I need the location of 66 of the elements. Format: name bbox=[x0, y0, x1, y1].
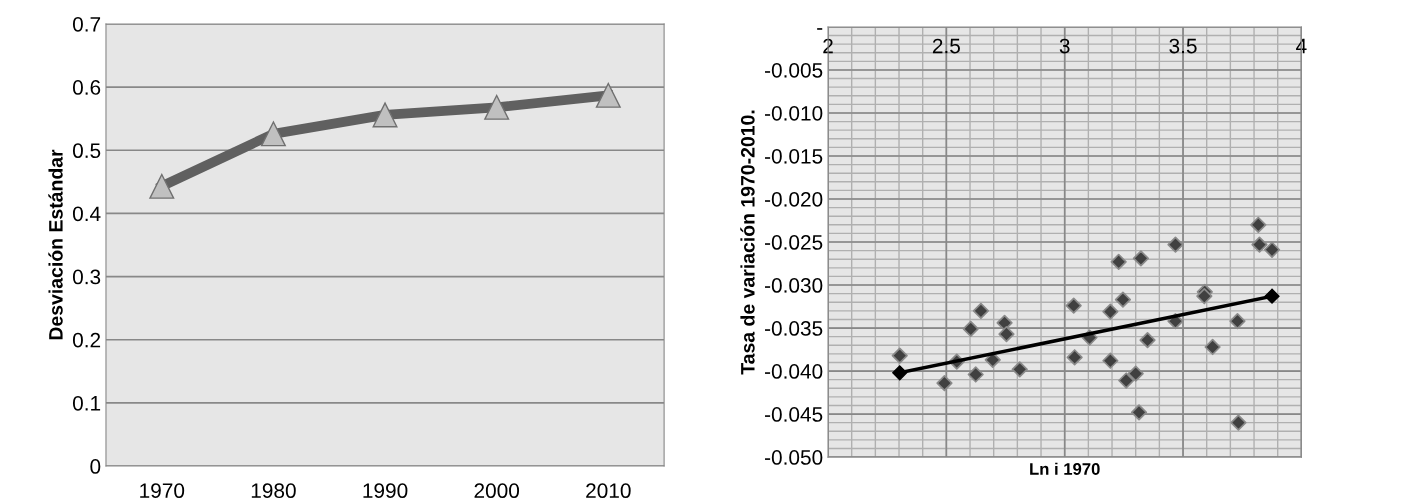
point bbox=[936, 374, 953, 392]
point bbox=[1130, 404, 1148, 421]
point bbox=[1110, 253, 1127, 270]
point bbox=[1264, 288, 1280, 304]
point bbox=[1118, 372, 1135, 389]
x-tick-label: 2.5 bbox=[932, 38, 960, 54]
y-tick-label: -0.030 bbox=[765, 278, 823, 293]
y-tick-label: 0.2 bbox=[72, 332, 101, 348]
y-tick-label: 0.3 bbox=[72, 269, 101, 285]
point bbox=[1011, 361, 1028, 378]
y-tick-label: 0.1 bbox=[72, 395, 101, 411]
point bbox=[892, 365, 908, 381]
y-tick-label: -0.045 bbox=[765, 407, 823, 422]
point bbox=[891, 347, 908, 364]
point bbox=[1250, 216, 1267, 233]
point bbox=[1196, 288, 1213, 305]
point bbox=[372, 102, 398, 128]
point bbox=[149, 173, 175, 199]
x-tick-label: 3 bbox=[1059, 38, 1070, 54]
point bbox=[998, 325, 1015, 343]
y-tick-label: -0.015 bbox=[765, 148, 823, 164]
x-tick-label: 2 bbox=[823, 38, 833, 54]
point bbox=[1167, 236, 1184, 253]
y-axis-title: Desviación Estándar bbox=[48, 149, 63, 340]
point bbox=[967, 366, 984, 383]
x-tick-label: 4 bbox=[1296, 38, 1307, 54]
y-tick-label: -0.025 bbox=[765, 235, 823, 250]
y-tick-label: 0 bbox=[90, 459, 101, 474]
point bbox=[1066, 349, 1083, 366]
point bbox=[1114, 291, 1132, 308]
x-tick-label: 1980 bbox=[251, 483, 296, 499]
point bbox=[1065, 297, 1082, 314]
x-tick-label: 1990 bbox=[363, 483, 408, 499]
x-tick-label: 2010 bbox=[586, 483, 631, 499]
y-tick-label: -0.010 bbox=[765, 105, 823, 121]
y-tick-label: - bbox=[817, 28, 823, 30]
y-tick-label: 0.4 bbox=[72, 206, 101, 222]
y-tick-label: -0.035 bbox=[765, 321, 823, 336]
y-tick-label: -0.005 bbox=[765, 62, 823, 78]
point bbox=[1132, 250, 1150, 267]
y-tick-label: 0.6 bbox=[72, 80, 101, 95]
y-tick-label: -0.050 bbox=[765, 450, 823, 465]
point bbox=[595, 82, 621, 108]
x-tick-label: 1970 bbox=[140, 483, 185, 499]
y-tick-label: 0.5 bbox=[72, 143, 101, 159]
point bbox=[484, 94, 510, 120]
point bbox=[1251, 236, 1268, 253]
point bbox=[1102, 352, 1119, 369]
point bbox=[1230, 414, 1247, 431]
point bbox=[260, 121, 286, 147]
point bbox=[962, 320, 979, 338]
point bbox=[1263, 241, 1281, 258]
y-tick-label: -0.040 bbox=[765, 364, 823, 379]
y-axis-title: Tasa de variación 1970-2010. bbox=[740, 110, 755, 375]
x-tick-label: 2000 bbox=[474, 483, 520, 499]
point bbox=[1102, 303, 1119, 320]
x-tick-label: 3.5 bbox=[1169, 38, 1197, 54]
point bbox=[1204, 338, 1221, 356]
point bbox=[1139, 331, 1156, 349]
x-axis-title: Ln i 1970 bbox=[1030, 462, 1100, 475]
point bbox=[996, 314, 1013, 331]
point bbox=[1127, 365, 1144, 382]
point bbox=[972, 302, 990, 319]
y-tick-label: -0.020 bbox=[765, 192, 823, 207]
point bbox=[1229, 313, 1246, 330]
y-tick-label: 0.7 bbox=[72, 16, 101, 32]
